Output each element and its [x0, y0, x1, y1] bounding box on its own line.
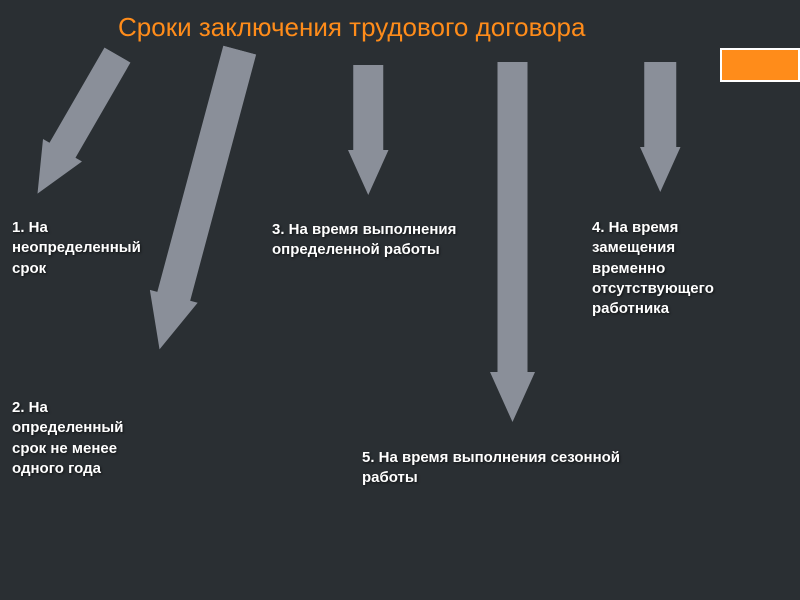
arrow-5 [640, 62, 681, 192]
label-2: 2. На определенный срок не менее одного … [12, 398, 172, 479]
label-1: 1. На неопределенный срок [12, 218, 172, 279]
arrow-3 [348, 65, 389, 195]
arrow-1 [18, 44, 137, 205]
label-3: 3. На время выполнения определенной рабо… [272, 220, 502, 261]
label-5: 5. На время выполнения сезонной работы [362, 448, 672, 489]
label-4: 4. На время замещения временно отсутству… [592, 218, 792, 319]
arrow-2 [136, 44, 264, 356]
accent-box [720, 48, 800, 82]
slide-title: Сроки заключения трудового договора [118, 12, 585, 43]
